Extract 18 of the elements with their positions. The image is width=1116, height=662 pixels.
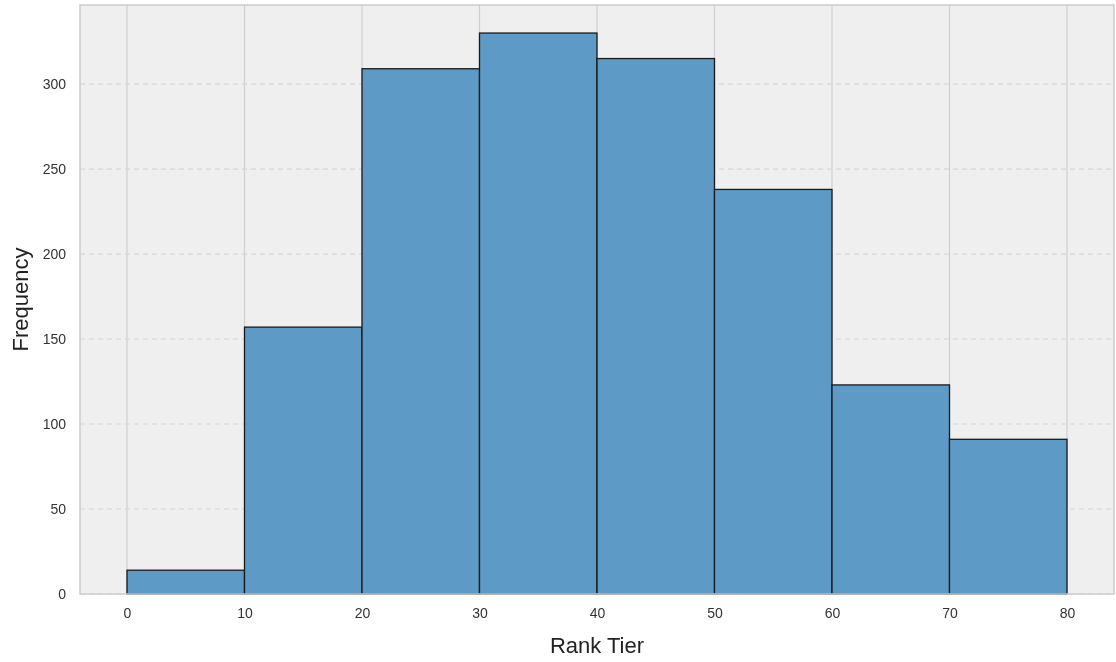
x-tick-label: 10: [237, 604, 253, 621]
y-tick-label: 250: [42, 161, 67, 178]
x-tick-label: 30: [472, 604, 488, 621]
y-tick-label: 200: [42, 246, 67, 263]
x-tick-label: 50: [707, 604, 723, 621]
y-tick-label: 300: [42, 76, 67, 93]
y-tick-label: 100: [42, 415, 67, 432]
y-axis-title: Frequency: [8, 247, 33, 352]
x-axis-title: Rank Tier: [549, 633, 645, 658]
x-tick-label: 80: [1059, 604, 1076, 621]
x-tick-label: 60: [824, 604, 841, 621]
y-tick-label: 0: [58, 585, 67, 602]
x-tick-label: 70: [942, 604, 958, 621]
y-tick-label: 50: [50, 500, 67, 517]
y-tick-label: 150: [42, 331, 67, 347]
x-tick-label: 40: [589, 604, 606, 621]
x-tick-label: 20: [354, 604, 371, 621]
x-tick-label: 0: [123, 604, 132, 621]
